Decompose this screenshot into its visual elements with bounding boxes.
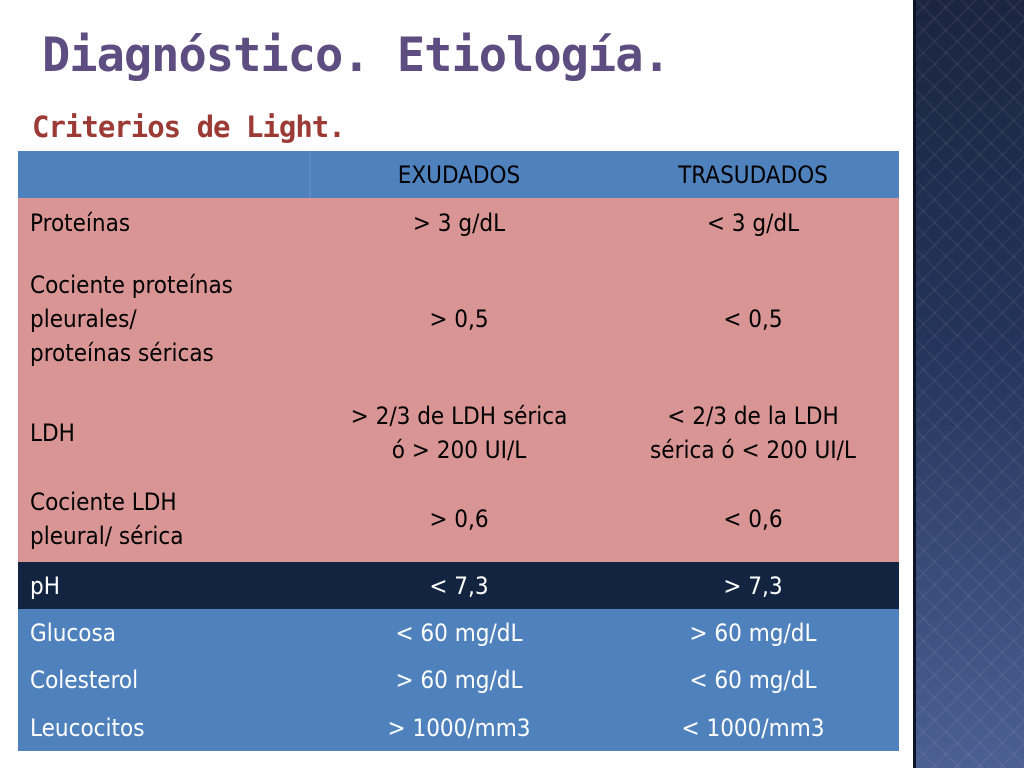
table-row-cociente-ldh: Cociente LDH pleural/ sérica > 0,6 < 0,6 (18, 476, 899, 562)
trasudados-value: > 7,3 (723, 571, 783, 600)
exudados-value: > 0,6 (429, 505, 489, 533)
exudados-value: < 60 mg/dL (395, 618, 523, 647)
header-cell-empty (18, 151, 311, 198)
exudados-value: > 3 g/dL (412, 208, 506, 237)
table-row-ldh: LDH > 2/3 de LDH sérica ó > 200 UI/L < 2/… (18, 390, 899, 476)
table-row-leucocitos: Leucocitos > 1000/mm3 < 1000/mm3 (18, 704, 899, 751)
slide-subtitle: Criterios de Light. (32, 110, 346, 144)
trasudados-value: < 3 g/dL (706, 208, 800, 237)
table-row-ph: pH < 7,3 > 7,3 (18, 562, 899, 609)
row-label: Proteínas (30, 208, 131, 237)
table-header-row: EXUDADOS TRASUDADOS (18, 151, 899, 198)
table-row-glucosa: Glucosa < 60 mg/dL > 60 mg/dL (18, 609, 899, 656)
trasudados-value: < 2/3 de la LDH sérica ó < 200 UI/L (650, 402, 856, 464)
row-label: LDH (30, 419, 75, 447)
table-row-colesterol: Colesterol > 60 mg/dL < 60 mg/dL (18, 656, 899, 704)
trasudados-value: > 60 mg/dL (689, 618, 817, 647)
row-label: Glucosa (30, 618, 116, 647)
slide-title: Diagnóstico. Etiología. (42, 28, 671, 83)
trasudados-value: < 1000/mm3 (681, 713, 825, 742)
exudados-value: > 60 mg/dL (395, 666, 523, 694)
decorative-side-band (913, 0, 1024, 768)
row-label: Colesterol (30, 666, 139, 694)
exudados-value: > 2/3 de LDH sérica ó > 200 UI/L (350, 402, 568, 464)
trasudados-value: < 0,6 (723, 505, 783, 533)
row-label: pH (30, 571, 60, 600)
table-row-proteinas: Proteínas > 3 g/dL < 3 g/dL (18, 198, 899, 247)
trasudados-value: < 0,5 (723, 304, 783, 333)
trasudados-value: < 60 mg/dL (689, 666, 817, 694)
exudados-value: > 0,5 (429, 304, 489, 333)
table-row-cociente-proteinas: Cociente proteínas pleurales/proteínas sé… (18, 247, 899, 390)
row-label: Cociente LDH pleural/ sérica (30, 488, 184, 550)
row-label: Cociente proteínas pleurales/proteínas sé… (30, 270, 233, 367)
header-cell-trasudados: TRASUDADOS (678, 160, 828, 189)
header-cell-exudados: EXUDADOS (397, 160, 521, 189)
exudados-value: < 7,3 (429, 571, 489, 600)
row-label: Leucocitos (30, 713, 145, 742)
exudados-value: > 1000/mm3 (387, 713, 531, 742)
light-criteria-table: EXUDADOS TRASUDADOS Proteínas > 3 g/dL <… (18, 151, 899, 751)
